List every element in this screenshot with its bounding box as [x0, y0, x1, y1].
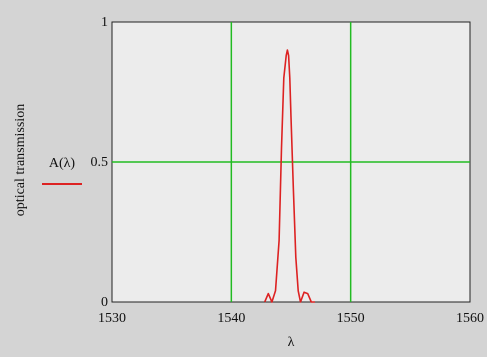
- x-tick-label: 1560: [456, 311, 484, 326]
- series-line: [263, 49, 315, 303]
- y-tick-label: 1: [101, 15, 108, 30]
- tick-labels: 1530 1540 1550 1560 0 0.5 1: [91, 15, 485, 326]
- grid-lines: [112, 22, 470, 302]
- series-layer: [263, 49, 315, 303]
- y-tick-label: 0.5: [91, 155, 109, 170]
- x-axis-label: λ: [288, 335, 295, 350]
- y-tick-label: 0: [101, 295, 108, 310]
- x-tick-label: 1550: [337, 311, 365, 326]
- x-tick-label: 1530: [98, 311, 126, 326]
- y-axis-label: optical transmission: [13, 104, 28, 216]
- legend-label: A(λ): [49, 156, 76, 171]
- x-tick-label: 1540: [217, 311, 245, 326]
